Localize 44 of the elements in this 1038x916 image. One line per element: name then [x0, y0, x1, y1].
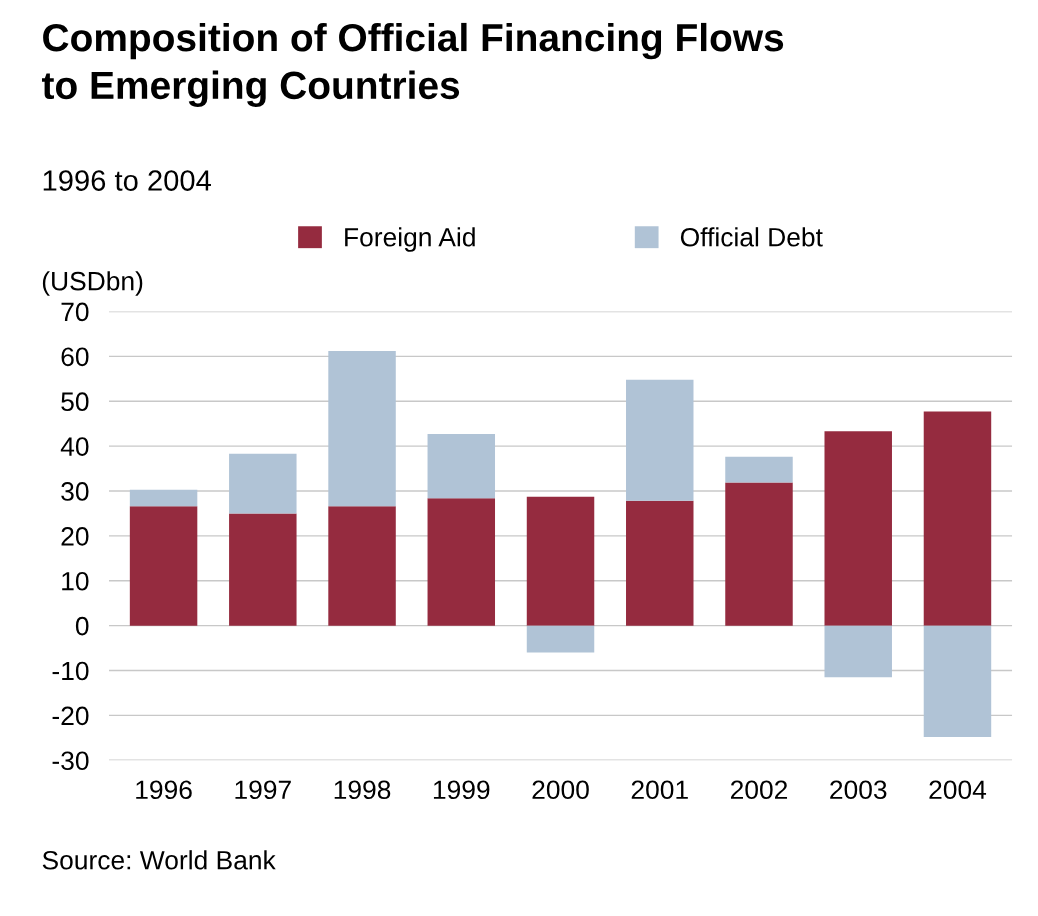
y-tick-label: 10: [62, 571, 89, 591]
bar: [923, 625, 992, 737]
bar: [229, 453, 297, 514]
bar: [328, 350, 396, 507]
y-tick-label: -10: [52, 661, 89, 681]
x-tick-label: 2002: [730, 780, 788, 800]
legend-label: Official Debt: [680, 227, 823, 247]
bar: [824, 431, 892, 626]
bar: [427, 498, 496, 626]
y-tick-label: 50: [61, 392, 89, 412]
bar: [526, 625, 595, 653]
x-tick-label: 1998: [334, 780, 391, 800]
bar: [725, 456, 793, 483]
x-tick-label: 1999: [433, 780, 490, 800]
y-tick-label: 30: [61, 482, 89, 501]
x-tick-label: 2001: [631, 780, 688, 800]
bar: [129, 489, 198, 507]
x-tick-label: 1996: [136, 780, 192, 800]
y-tick-label: 70: [61, 302, 89, 322]
bar: [725, 482, 793, 626]
bar: [923, 411, 992, 626]
x-tick-label: 2000: [532, 780, 589, 800]
source-note: Source: World Bank: [42, 850, 276, 870]
chart-title: Composition of Official Financing Flows to Emerging Countries: [41, 22, 784, 108]
chart-subtitle: 1996 to 2004: [43, 170, 211, 191]
y-tick-label: -30: [52, 751, 89, 771]
y-tick-label: 60: [61, 347, 89, 367]
bar: [526, 496, 595, 626]
bar: [229, 513, 297, 626]
x-tick-label: 2003: [830, 780, 887, 800]
y-tick-label: 40: [60, 437, 89, 456]
bar: [824, 625, 892, 678]
y-axis-title: (USDbn): [42, 271, 143, 296]
x-tick-label: 1997: [235, 780, 291, 800]
y-tick-label: 20: [61, 526, 89, 546]
bar: [626, 500, 694, 626]
y-tick-label: 0: [75, 616, 89, 636]
bar: [427, 433, 496, 499]
bar: [328, 506, 396, 626]
legend-label: Foreign Aid: [345, 227, 475, 252]
x-tick-label: 2004: [929, 780, 987, 800]
bar: [626, 379, 694, 501]
bar: [129, 506, 198, 626]
y-tick-label: -20: [52, 706, 89, 726]
